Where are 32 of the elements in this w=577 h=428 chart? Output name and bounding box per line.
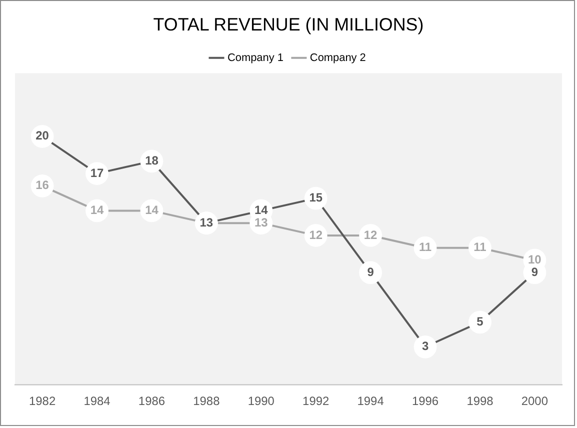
x-tick-label: 1986	[138, 394, 166, 408]
data-label: 16	[36, 178, 50, 192]
x-tick-label: 1984	[84, 394, 111, 408]
x-tick-label: 1992	[302, 394, 330, 408]
data-label: 3	[422, 339, 429, 354]
data-label: 15	[309, 190, 323, 205]
data-label: 9	[531, 264, 538, 279]
data-label: 12	[309, 228, 323, 242]
x-tick-label: 1982	[29, 394, 56, 408]
data-label: 20	[36, 128, 50, 143]
x-tick-label: 2000	[521, 394, 548, 408]
data-label: 12	[364, 228, 378, 242]
x-tick-label: 1996	[412, 394, 439, 408]
data-label: 14	[145, 203, 159, 217]
data-label: 14	[90, 203, 104, 217]
x-tick-label: 1998	[466, 394, 494, 408]
legend-label: Company 2	[310, 52, 366, 64]
data-label: 11	[418, 240, 432, 254]
data-label: 17	[90, 166, 104, 180]
data-label: 11	[474, 240, 487, 254]
data-label: 18	[145, 153, 159, 168]
x-tick-label: 1990	[248, 394, 275, 408]
data-label: 13	[254, 215, 268, 230]
data-label: 10	[528, 252, 542, 267]
legend-label: Company 1	[227, 52, 284, 64]
data-label: 13	[200, 215, 214, 230]
data-label: 5	[476, 314, 484, 328]
data-label: 9	[367, 264, 374, 279]
data-label: 14	[254, 203, 268, 217]
x-tick-label: 1988	[193, 394, 220, 408]
x-tick-label: 1994	[357, 394, 384, 408]
chart-title: TOTAL REVENUE (IN MILLIONS)	[153, 14, 424, 35]
